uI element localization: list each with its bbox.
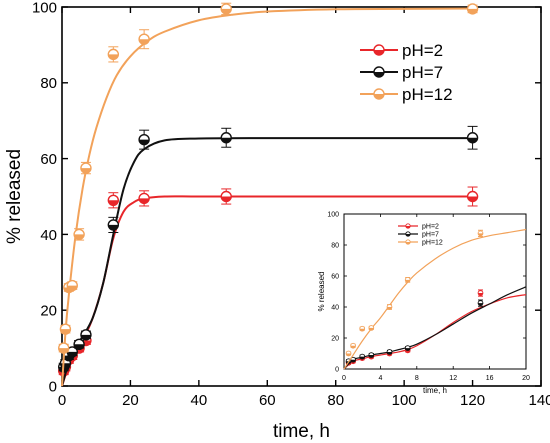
inset-series-ph-7-point-fill — [350, 359, 356, 363]
inset-x-tick-label: 4 — [378, 375, 382, 382]
main-series-ph-7-point-fill — [467, 137, 478, 143]
main-series-ph-2-point-fill — [467, 196, 478, 202]
inset-x-tick-label: 8 — [415, 375, 419, 382]
inset-legend-item-ph-7-marker-fill — [405, 234, 411, 237]
inset-plot: 0 4 8 12 16 20 0 20 40 60 80 100 time, h % released pH… — [317, 212, 530, 395]
main-series-ph-12-point-fill — [74, 234, 85, 240]
main-series-ph-12-point-fill — [80, 168, 91, 174]
main-series-ph-12 — [58, 2, 479, 387]
main-x-tick-label: 140 — [528, 392, 550, 409]
main-legend: pH=2 pH=7 pH=12 — [360, 41, 453, 104]
inset-series-ph-7-point-fill — [478, 303, 483, 306]
inset-series-ph-12-point-fill — [350, 345, 356, 349]
inset-series-ph-12-point-fill — [478, 233, 483, 236]
main-legend-item-ph-7-label: pH=7 — [402, 63, 443, 82]
main-series-ph-12-point-fill — [67, 285, 78, 291]
inset-legend-item-ph-2-marker-fill — [405, 226, 411, 229]
inset-y-tick-label: 80 — [331, 243, 339, 250]
inset-y-tick-label: 20 — [331, 336, 339, 343]
main-y-tick-label: 100 — [32, 0, 57, 16]
main-legend-item-ph-7-marker-fill — [374, 72, 384, 77]
main-x-tick-label: 20 — [122, 392, 139, 409]
inset-legend-item-ph-2-label: pH=2 — [422, 224, 439, 231]
inset-series-ph-7-point-fill — [368, 355, 374, 358]
main-x-axis-label: time, h — [273, 421, 330, 442]
main-y-tick-label: 60 — [40, 151, 57, 168]
inset-series-ph-12-point-fill — [368, 327, 374, 331]
main-x-tick-label: 120 — [460, 392, 485, 409]
main-y-tick-label: 20 — [40, 303, 57, 320]
inset-legend-item-ph-7-label: pH=7 — [422, 232, 439, 239]
main-series-ph-7-point-fill — [67, 351, 78, 357]
inset-series-ph-12-point-fill — [346, 353, 351, 356]
main-y-axis-label: % released — [4, 149, 25, 244]
inset-series-ph-7-point-fill — [405, 348, 411, 351]
main-x-tick-label: 60 — [259, 392, 276, 409]
main-x-tick-label: 100 — [392, 392, 417, 409]
main-series-ph-7-point-fill — [221, 137, 232, 143]
main-series-ph-12-point-fill — [58, 348, 69, 354]
inset-series-ph-12-point-fill — [387, 307, 392, 310]
inset-plot-frame — [343, 213, 527, 370]
main-legend-item-ph-12-label: pH=12 — [402, 85, 453, 104]
main-y-tick-label: 80 — [40, 75, 57, 92]
inset-legend-item-ph-12-label: pH=12 — [422, 240, 443, 247]
inset-x-tick-label: 20 — [522, 375, 530, 382]
main-series-ph-2-point-fill — [221, 196, 232, 202]
inset-y-tick-label: 100 — [327, 212, 339, 219]
main-series-ph-7-point-fill — [74, 344, 85, 350]
inset-series-ph-7 — [343, 286, 527, 370]
inset-legend: pH=2pH=7pH=12 — [398, 223, 443, 247]
inset-x-axis-label: time, h — [423, 386, 447, 395]
inset-y-axis-label: % released — [317, 271, 326, 311]
inset-series-ph-7-point-fill — [359, 356, 365, 359]
main-legend-item-ph-2-label: pH=2 — [402, 41, 443, 60]
main-series-ph-12-point-fill — [60, 329, 71, 335]
inset-series-ph-7-point-fill — [387, 351, 392, 355]
inset-series-ph-12-point-fill — [405, 279, 411, 283]
main-series-ph-7-point-fill — [139, 139, 150, 145]
inset-x-tick-label: 16 — [486, 375, 494, 382]
main-series-ph-2-point-fill — [139, 198, 150, 204]
main-x-tick-label: 0 — [58, 392, 66, 409]
main-legend-item-ph-2-marker-fill — [374, 50, 384, 55]
inset-series-ph-2-point-fill — [478, 293, 483, 296]
inset-y-tick-label: 0 — [335, 367, 339, 374]
main-series-ph-7-point-fill — [108, 224, 119, 230]
inset-y-tick-label: 40 — [331, 305, 339, 312]
main-legend-item-ph-12-marker-fill — [374, 94, 384, 99]
main-series-ph-12-point-fill — [108, 54, 119, 60]
inset-series-ph-2-point-fill — [405, 350, 411, 353]
inset-legend-item-ph-12-marker-fill — [405, 242, 411, 245]
inset-y-tick-label: 60 — [331, 274, 339, 281]
main-series-ph-12-point-fill — [467, 8, 478, 14]
main-series-ph-12-point-fill — [139, 39, 150, 45]
inset-x-tick-label: 12 — [449, 375, 457, 382]
main-y-tick-label: 0 — [49, 378, 57, 395]
main-series-ph-2-point-fill — [108, 200, 119, 206]
inset-series-ph-12 — [343, 228, 527, 370]
inset-x-tick-label: 0 — [342, 375, 346, 382]
main-series-ph-7-point-fill — [80, 334, 91, 340]
main-series-ph-12-point-fill — [221, 8, 232, 14]
main-x-tick-label: 80 — [327, 392, 344, 409]
main-y-tick-label: 40 — [40, 227, 57, 244]
inset-series-ph-12-point-fill — [359, 328, 365, 332]
main-x-tick-label: 40 — [191, 392, 208, 409]
